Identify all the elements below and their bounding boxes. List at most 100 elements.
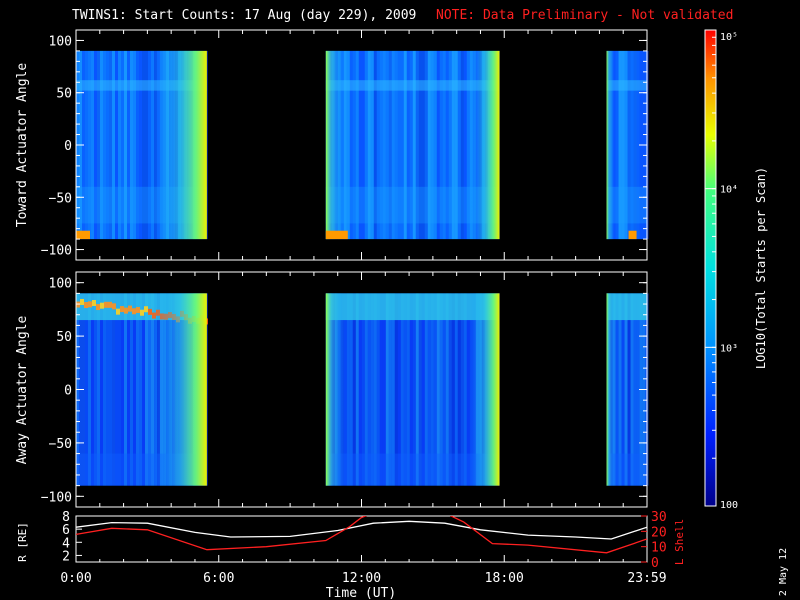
heatmap-stripe	[633, 50, 637, 240]
heatmap-stripe	[376, 50, 380, 240]
r-series-line	[76, 520, 647, 540]
ytick-label: 0	[64, 139, 72, 154]
heatmap-stripe	[118, 293, 121, 486]
heatmap-stripe	[106, 293, 109, 486]
heatmap-stripe	[382, 50, 386, 240]
heatmap-edge	[606, 293, 615, 486]
heatmap-stripe	[424, 50, 428, 240]
preliminary-note: NOTE: Data Preliminary - Not validated	[436, 8, 734, 23]
heatmap-stripe	[621, 50, 625, 240]
lshell-tick-label: 10	[651, 541, 667, 556]
r-tick-label: 8	[62, 510, 70, 525]
heatmap-stripe	[618, 293, 622, 486]
heatmap-stripe	[349, 50, 353, 240]
ytick-label: 50	[56, 330, 72, 345]
heatmap-stripe	[373, 50, 377, 240]
heatmap-stripe	[352, 293, 356, 486]
xtick-label: 23:59	[627, 571, 666, 586]
heatmap-stripe	[406, 50, 410, 240]
heatmap-ridge	[88, 301, 92, 308]
heatmap-stripe	[454, 293, 458, 486]
heatmap-stripe	[88, 50, 91, 240]
heatmap-ridge	[112, 303, 116, 310]
heatmap-stripe	[343, 50, 347, 240]
heatmap-stripe	[103, 293, 106, 486]
heatmap-stripe	[121, 50, 124, 240]
heatmap-stripe	[121, 293, 124, 486]
heatmap-stripe	[636, 293, 640, 486]
heatmap-stripe	[439, 50, 443, 240]
heatmap-stripe	[624, 50, 628, 240]
colorbar-gradient	[704, 29, 717, 507]
heatmap-stripe	[448, 293, 452, 486]
heatmap-stripe	[454, 50, 458, 240]
heatmap-stripe	[430, 50, 434, 240]
heatmap-stripe	[442, 50, 446, 240]
heatmap-ridge	[140, 309, 144, 316]
heatmap-stripe	[412, 50, 416, 240]
heatmap-stripe	[391, 293, 395, 486]
heatmap-stripe	[109, 50, 112, 240]
heatmap-ridge	[120, 306, 124, 313]
heatmap-stripe	[370, 50, 374, 240]
heatmap-stripe	[349, 293, 353, 486]
heatmap-stripe	[394, 293, 398, 486]
heatmap-stripe	[88, 293, 91, 486]
heatmap-stripe	[406, 293, 410, 486]
heatmap-stripe	[124, 50, 127, 240]
heatmap-stripe	[343, 293, 347, 486]
heatmap-stripe	[148, 293, 151, 486]
heatmap-stripe	[457, 293, 461, 486]
heatmap-ridge	[148, 308, 152, 315]
heatmap-stripe	[100, 50, 103, 240]
r-ylabel: R [RE]	[16, 522, 29, 562]
xtick-label: 18:00	[485, 571, 524, 586]
heatmap-stripe	[130, 293, 133, 486]
lshell-tick-label: 30	[651, 510, 667, 525]
ytick-label: 100	[49, 34, 72, 49]
lshell-tick-label: 0	[651, 556, 659, 571]
ytick-label: −100	[41, 244, 72, 259]
heatmap-stripe	[463, 50, 467, 240]
heatmap-stripe	[130, 50, 133, 240]
heatmap-stripe	[624, 293, 628, 486]
lshell-tick-label: 20	[651, 525, 667, 540]
heatmap-stripe	[633, 293, 637, 486]
away-ylabel: Away Actuator Angle	[15, 315, 30, 464]
colorbar-tick-label: 100	[720, 500, 738, 511]
heatmap-stripe	[618, 50, 622, 240]
heatmap-stripe	[379, 293, 383, 486]
heatmap-stripe	[112, 50, 115, 240]
heatmap-stripe	[112, 293, 115, 486]
heatmap-stripe	[412, 293, 416, 486]
heatmap-stripe	[145, 293, 148, 486]
date-stamp: 2 May 12	[778, 548, 789, 596]
heatmap-stripe	[136, 50, 139, 240]
heatmap-stripe	[106, 50, 109, 240]
heatmap-stripe	[457, 50, 461, 240]
away-panel: 100 50 0 −50 −100 Away Actuator Angle	[15, 271, 649, 508]
heatmap-stripe	[91, 50, 94, 240]
heatmap-stripe	[139, 293, 142, 486]
heatmap-ridge	[108, 301, 112, 308]
heatmap-ridge	[84, 302, 88, 309]
heatmap-stripe	[115, 50, 118, 240]
heatmap-stripe	[421, 293, 425, 486]
heatmap-stripe	[115, 293, 118, 486]
lshell-ylabel: L Shell	[673, 519, 686, 565]
heatmap-stripe	[94, 50, 97, 240]
heatmap-edge	[469, 50, 500, 240]
heatmap-stripe	[415, 50, 419, 240]
heatmap-edge	[151, 50, 207, 240]
heatmap-stripe	[433, 293, 437, 486]
heatmap-stripe	[118, 50, 121, 240]
heatmap-ridge	[124, 307, 128, 314]
xtick-label: 6:00	[203, 571, 234, 586]
ytick-label: 100	[49, 277, 72, 292]
heatmap-stripe	[466, 293, 470, 486]
heatmap-stripe	[97, 50, 100, 240]
heatmap-stripe	[451, 50, 455, 240]
heatmap-stripe	[385, 50, 389, 240]
heatmap-stripe	[361, 293, 365, 486]
